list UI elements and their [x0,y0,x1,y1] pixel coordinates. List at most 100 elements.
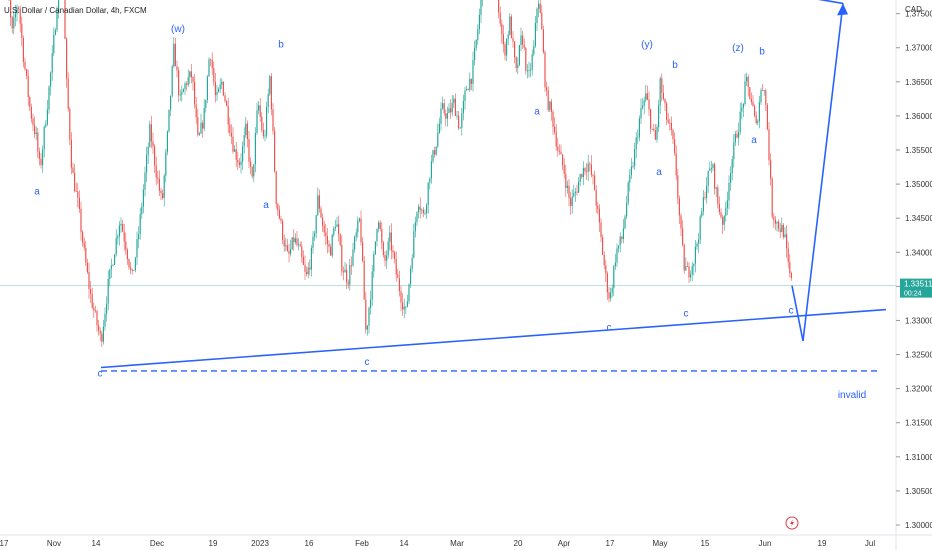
candle-body [326,236,328,244]
candle-body [541,12,543,30]
candle-body [630,166,632,175]
projection-path[interactable] [791,3,844,342]
candle-body [768,129,770,161]
candle-body [163,175,165,199]
candle-body [328,243,330,247]
candle-body [322,217,324,226]
current-price-badge: 1.33511 00:24 [900,278,932,298]
candle-body [179,94,181,96]
candle-body [696,243,698,247]
candle-body [211,60,213,69]
candle-body [410,268,412,285]
candle-body [184,83,186,90]
candle-body [758,102,760,122]
lower-trendline[interactable] [100,308,887,369]
candle-body [576,191,578,193]
candle-body [216,91,218,96]
candle-body [498,0,500,13]
candle-body [414,222,416,232]
candle-body [462,101,464,114]
candle-body [360,218,362,243]
candle-body [251,166,253,177]
time-tick-label: Dec [150,539,164,548]
candle-body [357,220,359,233]
candle-body [702,197,704,212]
candle-body [54,30,56,35]
candle-body [173,43,175,67]
candle-body [725,207,727,217]
wave-label: a [751,135,757,146]
candle-body [197,117,199,135]
candle-body [122,223,124,232]
candle-body [118,225,120,237]
candle-body [19,8,21,24]
wave-label: c [607,323,612,334]
candle-body [290,249,292,254]
candle-body [248,139,250,162]
candle-body [738,131,740,138]
candle-body [400,291,402,303]
candle-body [579,174,581,182]
candle-body [394,252,396,259]
candle-body [136,239,138,258]
candle-body [782,224,784,237]
candle-body [547,90,549,110]
candle-body [606,273,608,293]
candle-body [536,8,538,23]
price-tick-label: 1.30500 [905,487,932,496]
candle-body [363,260,365,300]
candle-body [445,113,447,119]
candle-body [522,35,524,45]
price-tick-label: 1.37500 [905,10,932,19]
candle-body [603,254,605,266]
candle-body [346,269,348,283]
candle-body [339,233,341,245]
candle-body [30,107,32,119]
candle-body [528,69,530,71]
candle-body [589,163,591,165]
candle-body [350,265,352,267]
candle-body [685,266,687,271]
candle-body [278,209,280,219]
candle-body [699,216,701,240]
candle-body [466,89,468,91]
time-tick-label: 14 [400,539,409,548]
time-tick-label: Nov [47,539,61,548]
candle-body [458,115,460,129]
candle-body [365,299,367,330]
candle-body [152,141,154,147]
candle-body [678,198,680,216]
candle-body [408,284,410,302]
candle-body [266,107,268,136]
candle-body [13,17,15,29]
candle-body [518,45,520,65]
candle-body [773,216,775,220]
candle-body [643,100,645,106]
bolt-icon[interactable] [785,516,799,530]
candles [8,0,792,347]
price-tick-label: 1.33000 [905,316,932,325]
candle-body [619,236,621,246]
candle-body [562,154,564,166]
candle-body [154,146,156,166]
candle-body [67,78,69,110]
candle-body [613,265,615,289]
candle-body [99,330,101,334]
candle-body [582,167,584,178]
time-axis[interactable]: 17 Nov 14 Dec 19 2023 16 Feb 14 Mar 20 Apr 17 May 15 Ju… [0,539,875,548]
candle-body [506,39,508,56]
candle-body [270,76,272,110]
candle-body [347,282,349,285]
candle-body [107,279,109,304]
candle-body [115,238,117,255]
candle-body [341,244,343,272]
candle-body [96,311,98,326]
candle-body [752,101,754,107]
drawings[interactable] [0,0,887,372]
candle-body [654,130,656,140]
price-tick-label: 1.31000 [905,453,932,462]
candle-body [382,242,384,256]
candle-body [574,191,576,193]
wave-label: b [672,60,678,71]
